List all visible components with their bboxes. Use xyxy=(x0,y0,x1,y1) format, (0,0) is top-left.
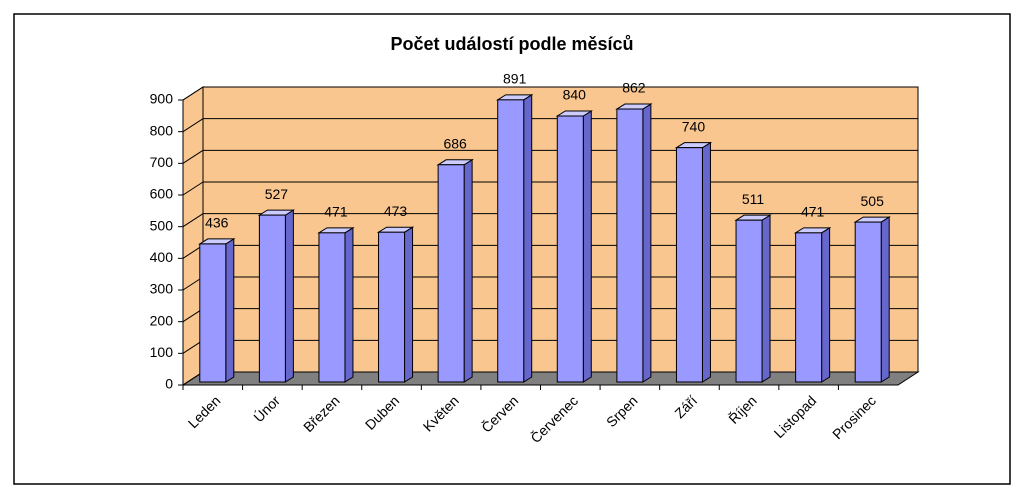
bar-side xyxy=(582,110,592,383)
bar xyxy=(378,231,406,383)
value-label: 862 xyxy=(622,80,646,96)
bar-side xyxy=(344,226,354,383)
bar xyxy=(258,214,286,383)
bar-side xyxy=(284,209,294,383)
chart-title: Počet událostí podle měsíců xyxy=(390,34,633,54)
value-label: 511 xyxy=(742,191,765,207)
value-label: 505 xyxy=(861,193,885,209)
y-tick-label: 100 xyxy=(150,344,174,360)
grid-line xyxy=(182,86,204,101)
value-label: 686 xyxy=(443,135,467,151)
bar xyxy=(616,108,644,383)
y-tick-label: 0 xyxy=(165,376,173,392)
bar xyxy=(556,115,584,383)
bar-side xyxy=(404,226,414,383)
value-label: 471 xyxy=(324,204,348,220)
value-label: 527 xyxy=(265,186,289,202)
grid-line xyxy=(182,118,204,133)
y-tick-label: 400 xyxy=(150,249,174,265)
y-tick-label: 500 xyxy=(150,217,174,233)
y-tick-label: 900 xyxy=(150,91,174,107)
bar xyxy=(437,164,465,383)
bar-side xyxy=(225,238,235,383)
y-tick-label: 700 xyxy=(150,154,174,170)
bar xyxy=(199,243,227,383)
bar xyxy=(735,219,763,383)
bar-side xyxy=(761,214,771,383)
bar-side xyxy=(701,141,711,383)
bar xyxy=(854,221,882,383)
value-label: 740 xyxy=(682,118,706,134)
bar xyxy=(497,99,525,383)
y-tick-label: 300 xyxy=(150,281,174,297)
bar xyxy=(675,147,703,383)
bar xyxy=(318,232,346,383)
bar-side xyxy=(463,158,473,383)
value-label: 891 xyxy=(503,71,527,87)
y-tick-label: 800 xyxy=(150,122,174,138)
value-label: 473 xyxy=(384,203,408,219)
bar-side xyxy=(642,103,652,383)
value-label: 436 xyxy=(205,215,229,231)
bar-side xyxy=(821,226,831,383)
bar-side xyxy=(523,93,533,383)
bar-side xyxy=(880,216,890,383)
grid-line xyxy=(182,149,204,164)
value-label: 471 xyxy=(801,204,825,220)
grid-line xyxy=(182,181,204,196)
grid-line xyxy=(182,213,204,228)
value-label: 840 xyxy=(563,87,587,103)
y-tick-label: 200 xyxy=(150,312,174,328)
y-tick-label: 600 xyxy=(150,186,174,202)
bar xyxy=(795,232,823,383)
